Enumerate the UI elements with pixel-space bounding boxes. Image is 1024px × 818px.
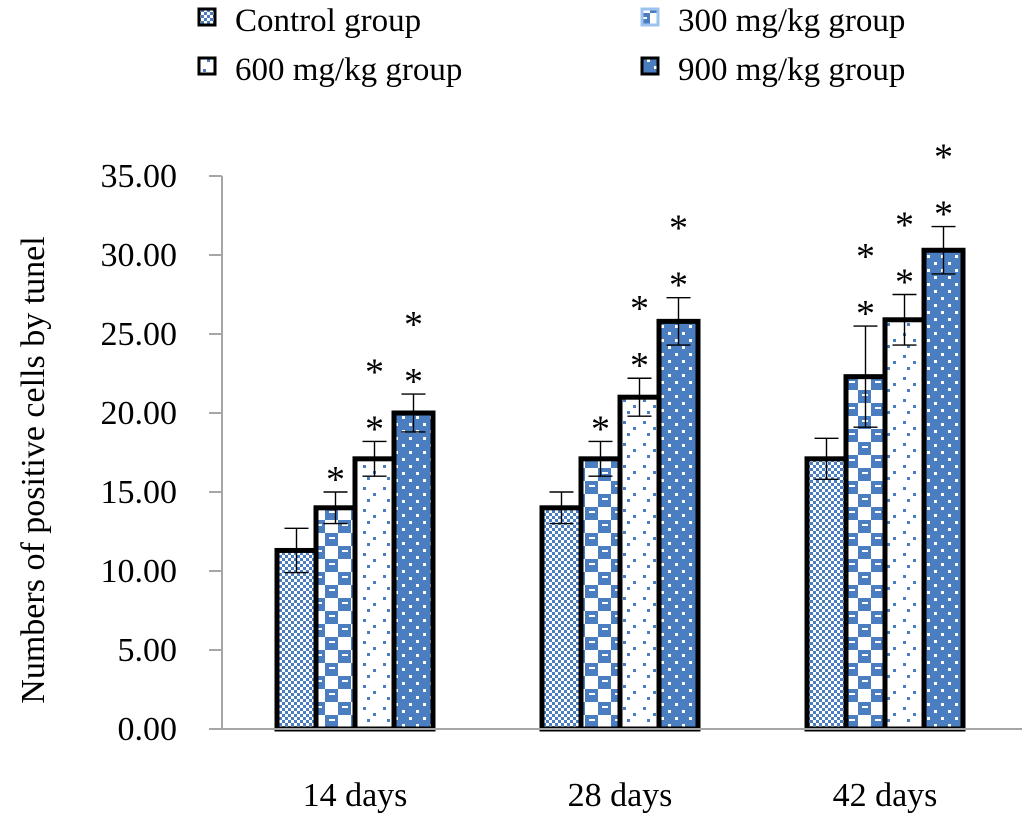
bar-control-group-42-days — [804, 456, 849, 732]
legend-item-control: Control group — [197, 3, 421, 39]
y-tick-label: 15.00 — [101, 474, 178, 511]
significance-star: * — [934, 137, 953, 179]
y-axis: 0.00 5.00 10.00 15.00 20.00 25.00 30.00 35.00 — [101, 158, 222, 748]
bar-control-group-14-days — [274, 547, 319, 732]
y-tick-label: 10.00 — [101, 553, 178, 590]
x-tick-label: 28 days — [568, 777, 673, 814]
bar-300-mg-kg-group-14-days — [313, 505, 358, 732]
significance-star: * — [856, 293, 875, 335]
legend-item-900: 900 mg/kg group — [640, 52, 905, 88]
legend-label-300: 300 mg/kg group — [678, 3, 905, 39]
legend-swatch-control — [197, 7, 217, 27]
significance-star: * — [365, 351, 384, 393]
significance-star: * — [669, 208, 688, 250]
bar-600-mg-kg-group-14-days — [352, 456, 397, 732]
y-tick-label: 30.00 — [101, 237, 178, 274]
significance-star: * — [934, 194, 953, 236]
significance-star: * — [404, 361, 423, 403]
error-bars — [284, 225, 956, 574]
legend-label-control: Control group — [235, 3, 421, 39]
legend-item-600: 600 mg/kg group — [197, 52, 462, 88]
legend-label-600: 600 mg/kg group — [235, 52, 462, 88]
bar-900-mg-kg-group-42-days — [921, 247, 966, 732]
legend-swatch-600 — [197, 56, 217, 76]
legend-swatch-300 — [640, 7, 660, 27]
significance-star: * — [404, 304, 423, 346]
bar-600-mg-kg-group-28-days — [617, 394, 662, 732]
legend-label-900: 900 mg/kg group — [678, 52, 905, 88]
bar-600-mg-kg-group-42-days — [882, 317, 927, 732]
significance-star: * — [856, 236, 875, 278]
y-axis-title: Numbers of positive cells by tunel — [15, 236, 52, 703]
y-tick-label: 35.00 — [101, 158, 178, 195]
significance-star: * — [630, 345, 649, 387]
x-tick-label: 42 days — [833, 777, 938, 814]
bar-900-mg-kg-group-14-days — [391, 410, 436, 732]
y-tick-label: 25.00 — [101, 316, 178, 353]
y-tick-label: 5.00 — [118, 632, 178, 669]
x-tick-label: 14 days — [303, 777, 408, 814]
x-axis-labels: 14 days 28 days 42 days — [303, 777, 938, 814]
significance-star: * — [365, 408, 384, 450]
legend-swatch-900 — [640, 56, 660, 76]
significance-star: * — [591, 408, 610, 450]
legend-item-300: 300 mg/kg group — [640, 3, 905, 39]
bar-300-mg-kg-group-28-days — [578, 456, 623, 732]
y-tick-label: 0.00 — [118, 711, 178, 748]
legend: Control group 300 mg/kg group 600 mg/kg … — [197, 3, 905, 88]
significance-star: * — [326, 459, 345, 501]
significance-star: * — [630, 288, 649, 330]
bar-control-group-28-days — [539, 505, 584, 732]
significance-markers: * * * * * * * * * * * * * * * * — [326, 137, 953, 501]
bar-300-mg-kg-group-42-days — [843, 374, 888, 732]
bar-900-mg-kg-group-28-days — [656, 318, 701, 732]
significance-star: * — [669, 265, 688, 307]
significance-star: * — [895, 262, 914, 304]
significance-star: * — [895, 205, 914, 247]
y-tick-label: 20.00 — [101, 395, 178, 432]
